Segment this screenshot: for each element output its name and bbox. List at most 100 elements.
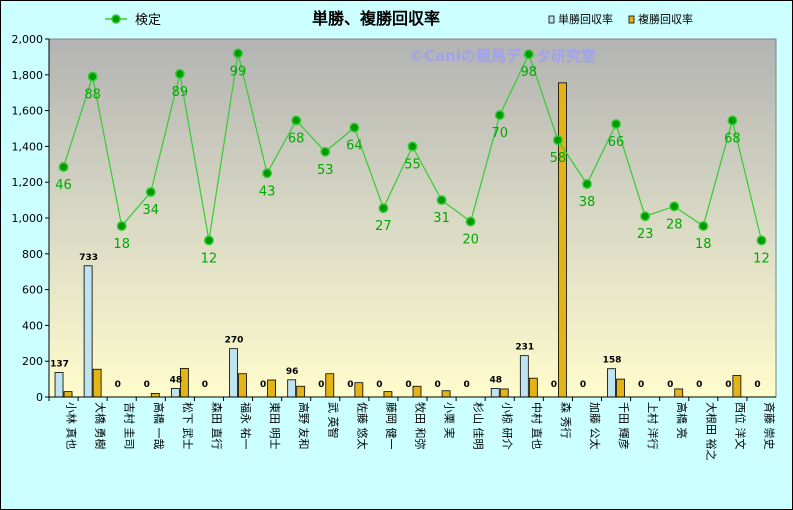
data-label-line: 34 bbox=[143, 203, 160, 218]
x-tick-label: 上村 洋行 bbox=[646, 402, 660, 450]
data-label-win: 0 bbox=[376, 380, 382, 390]
data-label-line: 27 bbox=[375, 219, 392, 234]
legend-line: 検定 bbox=[105, 13, 161, 28]
data-label-win: 0 bbox=[318, 380, 324, 390]
x-tick-label: 小林 真也 bbox=[65, 402, 79, 450]
x-tick-label: 吉村 圭司 bbox=[123, 402, 137, 450]
legend-swatch-place bbox=[628, 15, 635, 24]
data-label-win: 0 bbox=[202, 380, 208, 390]
line-point bbox=[756, 235, 767, 246]
bar-place bbox=[528, 377, 538, 398]
watermark-text: ©Caniの競馬データ研究室 bbox=[409, 47, 596, 65]
bar-place bbox=[383, 391, 393, 398]
data-label-line: 28 bbox=[666, 217, 683, 232]
data-label-line: 88 bbox=[84, 88, 101, 103]
data-label-line: 70 bbox=[491, 126, 508, 141]
bar-place bbox=[558, 82, 567, 398]
bar-win bbox=[170, 388, 180, 398]
data-label-line: 99 bbox=[230, 64, 247, 79]
bar-place bbox=[674, 388, 684, 398]
y-tick-label: 400 bbox=[22, 319, 43, 332]
data-label-win: 96 bbox=[286, 367, 299, 377]
x-tick-label: 小栗 実 bbox=[443, 402, 457, 439]
data-label-win: 0 bbox=[754, 380, 760, 390]
x-tick-label: 杉山 佳明 bbox=[472, 402, 486, 450]
x-tick-label: 松下 武士 bbox=[181, 402, 195, 450]
x-tick-label: 中村 直也 bbox=[530, 402, 544, 450]
data-label-line: 89 bbox=[172, 85, 189, 100]
line-point bbox=[552, 135, 563, 146]
data-label-win: 0 bbox=[696, 380, 702, 390]
bar-place bbox=[616, 378, 625, 398]
legend-bars: 単勝回収率 複勝回収率 bbox=[548, 12, 693, 26]
data-label-win: 0 bbox=[580, 380, 586, 390]
line-point bbox=[291, 115, 302, 126]
data-label-win: 137 bbox=[50, 359, 69, 369]
data-label-win: 231 bbox=[515, 343, 534, 353]
x-tick-label: 大橋 勇樹 bbox=[94, 402, 108, 450]
line-point bbox=[174, 68, 185, 79]
bar-win bbox=[83, 265, 93, 398]
data-label-line: 55 bbox=[404, 157, 421, 172]
line-point bbox=[407, 141, 418, 152]
data-label-win: 733 bbox=[79, 253, 98, 263]
data-label-line: 68 bbox=[724, 131, 741, 146]
x-tick-label: 森田 直行 bbox=[210, 402, 224, 450]
data-label-line: 12 bbox=[201, 251, 218, 266]
data-label-win: 270 bbox=[225, 336, 244, 346]
line-point bbox=[582, 179, 592, 189]
line-point bbox=[727, 115, 738, 126]
y-tick-label: 0 bbox=[36, 391, 43, 404]
data-label-line: 58 bbox=[550, 151, 567, 166]
x-tick-label: 東田 明士 bbox=[268, 402, 281, 450]
data-label-line: 38 bbox=[579, 195, 596, 210]
x-tick-label: 加藤 公太 bbox=[588, 402, 601, 450]
chart-title: 単勝、複勝回収率 bbox=[312, 9, 440, 28]
data-label-win: 0 bbox=[347, 380, 353, 390]
line-point bbox=[494, 110, 505, 121]
bar-place bbox=[354, 382, 364, 398]
line-point bbox=[320, 146, 331, 157]
y-tick-label: 2,000 bbox=[12, 33, 44, 46]
y-tick-label: 1,000 bbox=[12, 212, 44, 225]
x-tick-label: 佐藤 悠太 bbox=[355, 402, 369, 450]
data-label-line: 12 bbox=[753, 251, 770, 266]
line-point bbox=[640, 211, 651, 222]
data-label-win: 0 bbox=[260, 380, 266, 390]
data-label-win: 0 bbox=[144, 380, 150, 390]
y-tick-label: 1,200 bbox=[12, 176, 44, 189]
data-label-line: 43 bbox=[259, 184, 276, 199]
bar-win bbox=[287, 379, 297, 398]
y-tick-label: 600 bbox=[22, 284, 43, 297]
data-label-line: 64 bbox=[346, 139, 363, 154]
x-tick-label: 藤岡 健一 bbox=[384, 402, 397, 450]
line-point bbox=[116, 221, 127, 232]
data-label-win: 0 bbox=[551, 380, 557, 390]
legend-line-label: 検定 bbox=[135, 13, 161, 28]
line-point bbox=[698, 221, 709, 232]
data-label-win: 48 bbox=[489, 375, 502, 385]
x-tick-label: 西位 洋文 bbox=[733, 402, 747, 450]
bar-place bbox=[63, 391, 73, 398]
data-label-win: 0 bbox=[638, 380, 644, 390]
line-point bbox=[349, 122, 360, 133]
x-tick-label: 高橋 亮 bbox=[675, 402, 689, 439]
data-label-win: 0 bbox=[464, 380, 470, 390]
line-point bbox=[233, 48, 243, 59]
data-label-win: 0 bbox=[115, 380, 121, 390]
line-point bbox=[145, 187, 156, 197]
bar-win bbox=[229, 348, 238, 398]
x-tick-label: 福永 祐一 bbox=[239, 402, 253, 450]
bar-place bbox=[267, 379, 277, 398]
x-tick-label: 森 秀行 bbox=[559, 402, 573, 439]
line-point bbox=[465, 216, 476, 227]
line-point bbox=[378, 203, 389, 214]
data-label-line: 18 bbox=[113, 237, 130, 252]
legend-swatch-win bbox=[548, 15, 555, 24]
data-label-win: 48 bbox=[170, 375, 183, 385]
x-tick-label: 千田 輝彦 bbox=[617, 402, 631, 450]
plot-area bbox=[48, 38, 777, 398]
line-point bbox=[262, 168, 273, 179]
x-tick-label: 大根田 裕之 bbox=[704, 402, 718, 461]
